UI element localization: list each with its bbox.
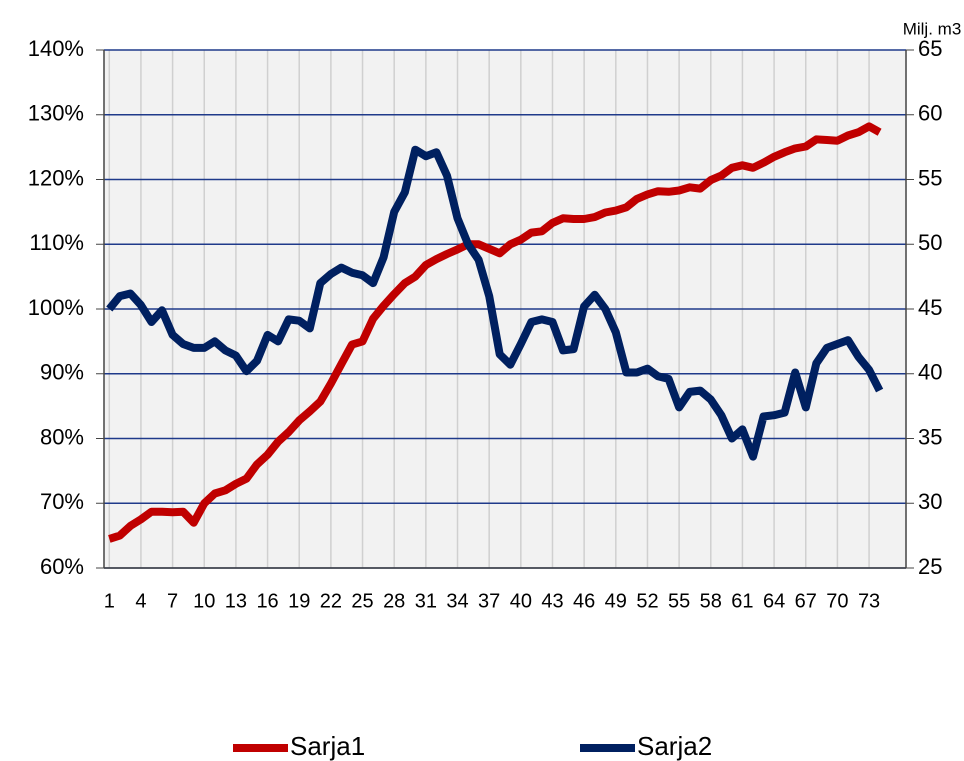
- legend-label: Sarja2: [637, 731, 712, 761]
- series-line: [106, 145, 884, 461]
- y-tick-label: 60%: [40, 554, 84, 579]
- y2-tick-label: 55: [918, 165, 942, 190]
- x-tick-label: 22: [320, 590, 342, 612]
- y2-tick-label: 30: [918, 489, 942, 514]
- y-tick-label: 130%: [28, 101, 84, 126]
- x-tick-label: 58: [700, 590, 722, 612]
- x-tick-label: 61: [731, 590, 753, 612]
- x-tick-label: 13: [225, 590, 247, 612]
- x-tick-label: 64: [763, 590, 785, 612]
- y-tick-label: 120%: [28, 165, 84, 190]
- legend-label: Sarja1: [290, 731, 365, 761]
- y2-tick-label: 45: [918, 295, 942, 320]
- x-tick-label: 25: [351, 590, 373, 612]
- x-tick-label: 7: [167, 590, 178, 612]
- x-tick-label: 19: [288, 590, 310, 612]
- x-tick-label: 10: [193, 590, 215, 612]
- y2-tick-label: 60: [918, 101, 942, 126]
- x-tick-label: 4: [135, 590, 146, 612]
- x-tick-label: 31: [415, 590, 437, 612]
- y-tick-label: 70%: [40, 489, 84, 514]
- x-tick-label: 55: [668, 590, 690, 612]
- series-line: [108, 122, 882, 543]
- y2-tick-label: 25: [918, 554, 942, 579]
- y2-tick-label: 40: [918, 360, 942, 385]
- y-tick-label: 90%: [40, 360, 84, 385]
- y2-tick-label: 65: [918, 36, 942, 61]
- x-tick-label: 67: [795, 590, 817, 612]
- x-tick-label: 52: [636, 590, 658, 612]
- x-tick-label: 70: [826, 590, 848, 612]
- x-tick-label: 49: [605, 590, 627, 612]
- x-tick-label: 73: [858, 590, 880, 612]
- x-tick-label: 43: [541, 590, 563, 612]
- y2-tick-label: 35: [918, 424, 942, 449]
- y-tick-label: 80%: [40, 424, 84, 449]
- x-tick-label: 28: [383, 590, 405, 612]
- x-tick-label: 34: [446, 590, 468, 612]
- y2-axis-label: Milj. m3: [903, 19, 962, 38]
- x-tick-label: 40: [510, 590, 532, 612]
- y2-tick-label: 50: [918, 230, 942, 255]
- x-tick-label: 46: [573, 590, 595, 612]
- y-tick-label: 140%: [28, 36, 84, 61]
- x-tick-label: 37: [478, 590, 500, 612]
- x-tick-label: 1: [104, 590, 115, 612]
- y-tick-label: 100%: [28, 295, 84, 320]
- x-tick-label: 16: [256, 590, 278, 612]
- y-tick-label: 110%: [29, 230, 84, 255]
